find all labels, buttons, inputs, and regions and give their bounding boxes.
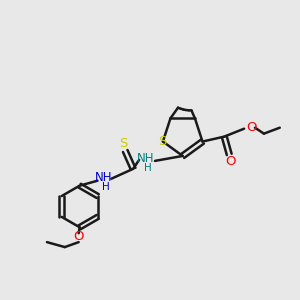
Text: O: O — [74, 230, 84, 243]
Text: O: O — [225, 155, 236, 168]
Text: O: O — [246, 121, 256, 134]
Text: H: H — [144, 163, 152, 173]
Text: NH: NH — [137, 152, 155, 165]
Text: NH: NH — [95, 171, 112, 184]
Text: S: S — [119, 136, 128, 150]
Text: H: H — [101, 182, 109, 192]
Text: S: S — [158, 135, 166, 148]
